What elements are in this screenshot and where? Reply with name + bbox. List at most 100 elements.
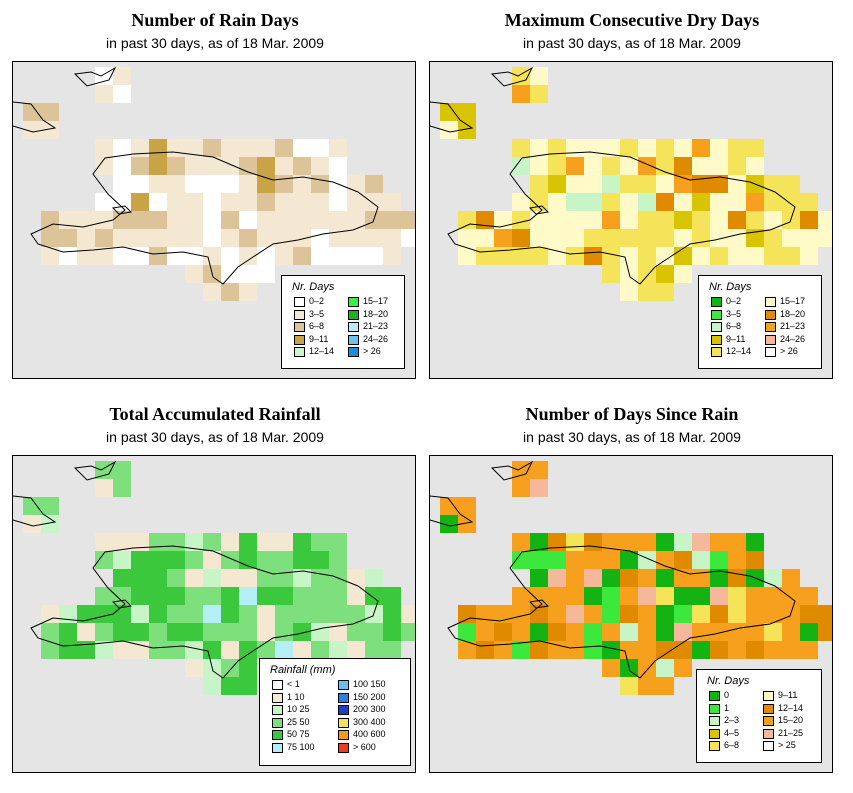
grid-cell: [311, 139, 329, 157]
legend-swatch: [709, 741, 720, 751]
legend-label: 0–2: [726, 296, 742, 306]
grid-cell: [746, 587, 764, 605]
grid-cell: [746, 139, 764, 157]
grid-cell: [728, 623, 746, 641]
grid-cell: [818, 605, 832, 623]
grid-cell: [692, 641, 710, 659]
grid-cell: [239, 677, 257, 695]
grid-cell: [782, 587, 800, 605]
grid-cell: [167, 157, 185, 175]
grid-cell: [347, 247, 365, 265]
grid-cell: [674, 623, 692, 641]
grid-cell: [638, 139, 656, 157]
island-outline: [73, 460, 117, 481]
grid-cell: [548, 157, 566, 175]
grid-cell: [800, 587, 818, 605]
grid-cell: [59, 229, 77, 247]
grid-cell: [131, 533, 149, 551]
grid-cell: [764, 193, 782, 211]
grid-cell: [311, 641, 329, 659]
grid-cell: [458, 211, 476, 229]
grid-cell: [185, 623, 203, 641]
grid-cell: [275, 139, 293, 157]
grid-cell: [746, 157, 764, 175]
grid-cell: [638, 193, 656, 211]
grid-cell: [149, 605, 167, 623]
grid-cell: [203, 551, 221, 569]
grid-cell: [548, 569, 566, 587]
grid-cell: [800, 229, 818, 247]
legend: Rainfall (mm) < 1 1 10 10 25 25 50 50 75 75 1…: [259, 658, 411, 766]
grid-cell: [239, 247, 257, 265]
grid-cell: [512, 157, 530, 175]
grid-cell: [185, 605, 203, 623]
grid-cell: [656, 587, 674, 605]
grid-cell: [383, 247, 401, 265]
grid-cell: [257, 533, 275, 551]
grid-cell: [257, 193, 275, 211]
legend-label: 0: [724, 690, 730, 700]
grid-cell: [131, 157, 149, 175]
grid-cell: [674, 229, 692, 247]
island-outline: [490, 460, 534, 481]
grid-cell: [674, 551, 692, 569]
grid-cell: [458, 497, 476, 515]
grid-cell: [257, 247, 275, 265]
grid-cell: [383, 641, 401, 659]
grid-cell: [728, 175, 746, 193]
grid-cell: [275, 175, 293, 193]
grid-cell: [674, 157, 692, 175]
grid-cell: [149, 139, 167, 157]
grid-cell: [203, 193, 221, 211]
grid-cell: [347, 175, 365, 193]
grid-cell: [383, 605, 401, 623]
grid-cell: [620, 175, 638, 193]
grid-cell: [584, 605, 602, 623]
grid-cell: [257, 157, 275, 175]
grid-cell: [818, 211, 832, 229]
grid-cell: [782, 193, 800, 211]
legend-label: 50 75: [287, 729, 310, 739]
grid-cell: [77, 641, 95, 659]
grid-cell: [530, 533, 548, 551]
grid-cell: [692, 247, 710, 265]
grid-cell: [710, 551, 728, 569]
grid-cell: [818, 229, 832, 247]
grid-cell: [512, 139, 530, 157]
legend-label: 3–5: [726, 308, 742, 319]
grid-cell: [476, 211, 494, 229]
grid-cell: [548, 605, 566, 623]
grid-cell: [293, 229, 311, 247]
grid-cell: [365, 229, 383, 247]
grid-cell: [257, 265, 275, 283]
grid-cell: [239, 283, 257, 301]
grid-cell: [530, 461, 548, 479]
legend: Nr. Days 0 1 2–3 4–5 6–8 9–11 12–14 15–20 21–25 >…: [696, 669, 822, 763]
grid-cell: [512, 461, 530, 479]
grid-cell: [620, 569, 638, 587]
grid-cell: [167, 569, 185, 587]
grid-cell: [167, 139, 185, 157]
grid-cell: [584, 551, 602, 569]
grid-cell: [746, 211, 764, 229]
grid-cell: [113, 85, 131, 103]
grid-cell: [458, 247, 476, 265]
grid-cell: [782, 569, 800, 587]
grid-cell: [113, 623, 131, 641]
island-outline: [528, 599, 550, 609]
grid-cell: [221, 247, 239, 265]
grid-cell: [185, 211, 203, 229]
grid-cell: [221, 139, 239, 157]
island-outline: [13, 495, 57, 527]
grid-cell: [800, 193, 818, 211]
grid-cell: [329, 641, 347, 659]
legend-swatch: [711, 309, 722, 320]
grid-cell: [548, 229, 566, 247]
grid-cell: [674, 265, 692, 283]
legend-label: 1: [724, 702, 730, 713]
grid-cell: [512, 623, 530, 641]
grid-cell: [512, 605, 530, 623]
grid-cell: [23, 121, 41, 139]
grid-cell: [293, 551, 311, 569]
grid-cell: [620, 157, 638, 175]
